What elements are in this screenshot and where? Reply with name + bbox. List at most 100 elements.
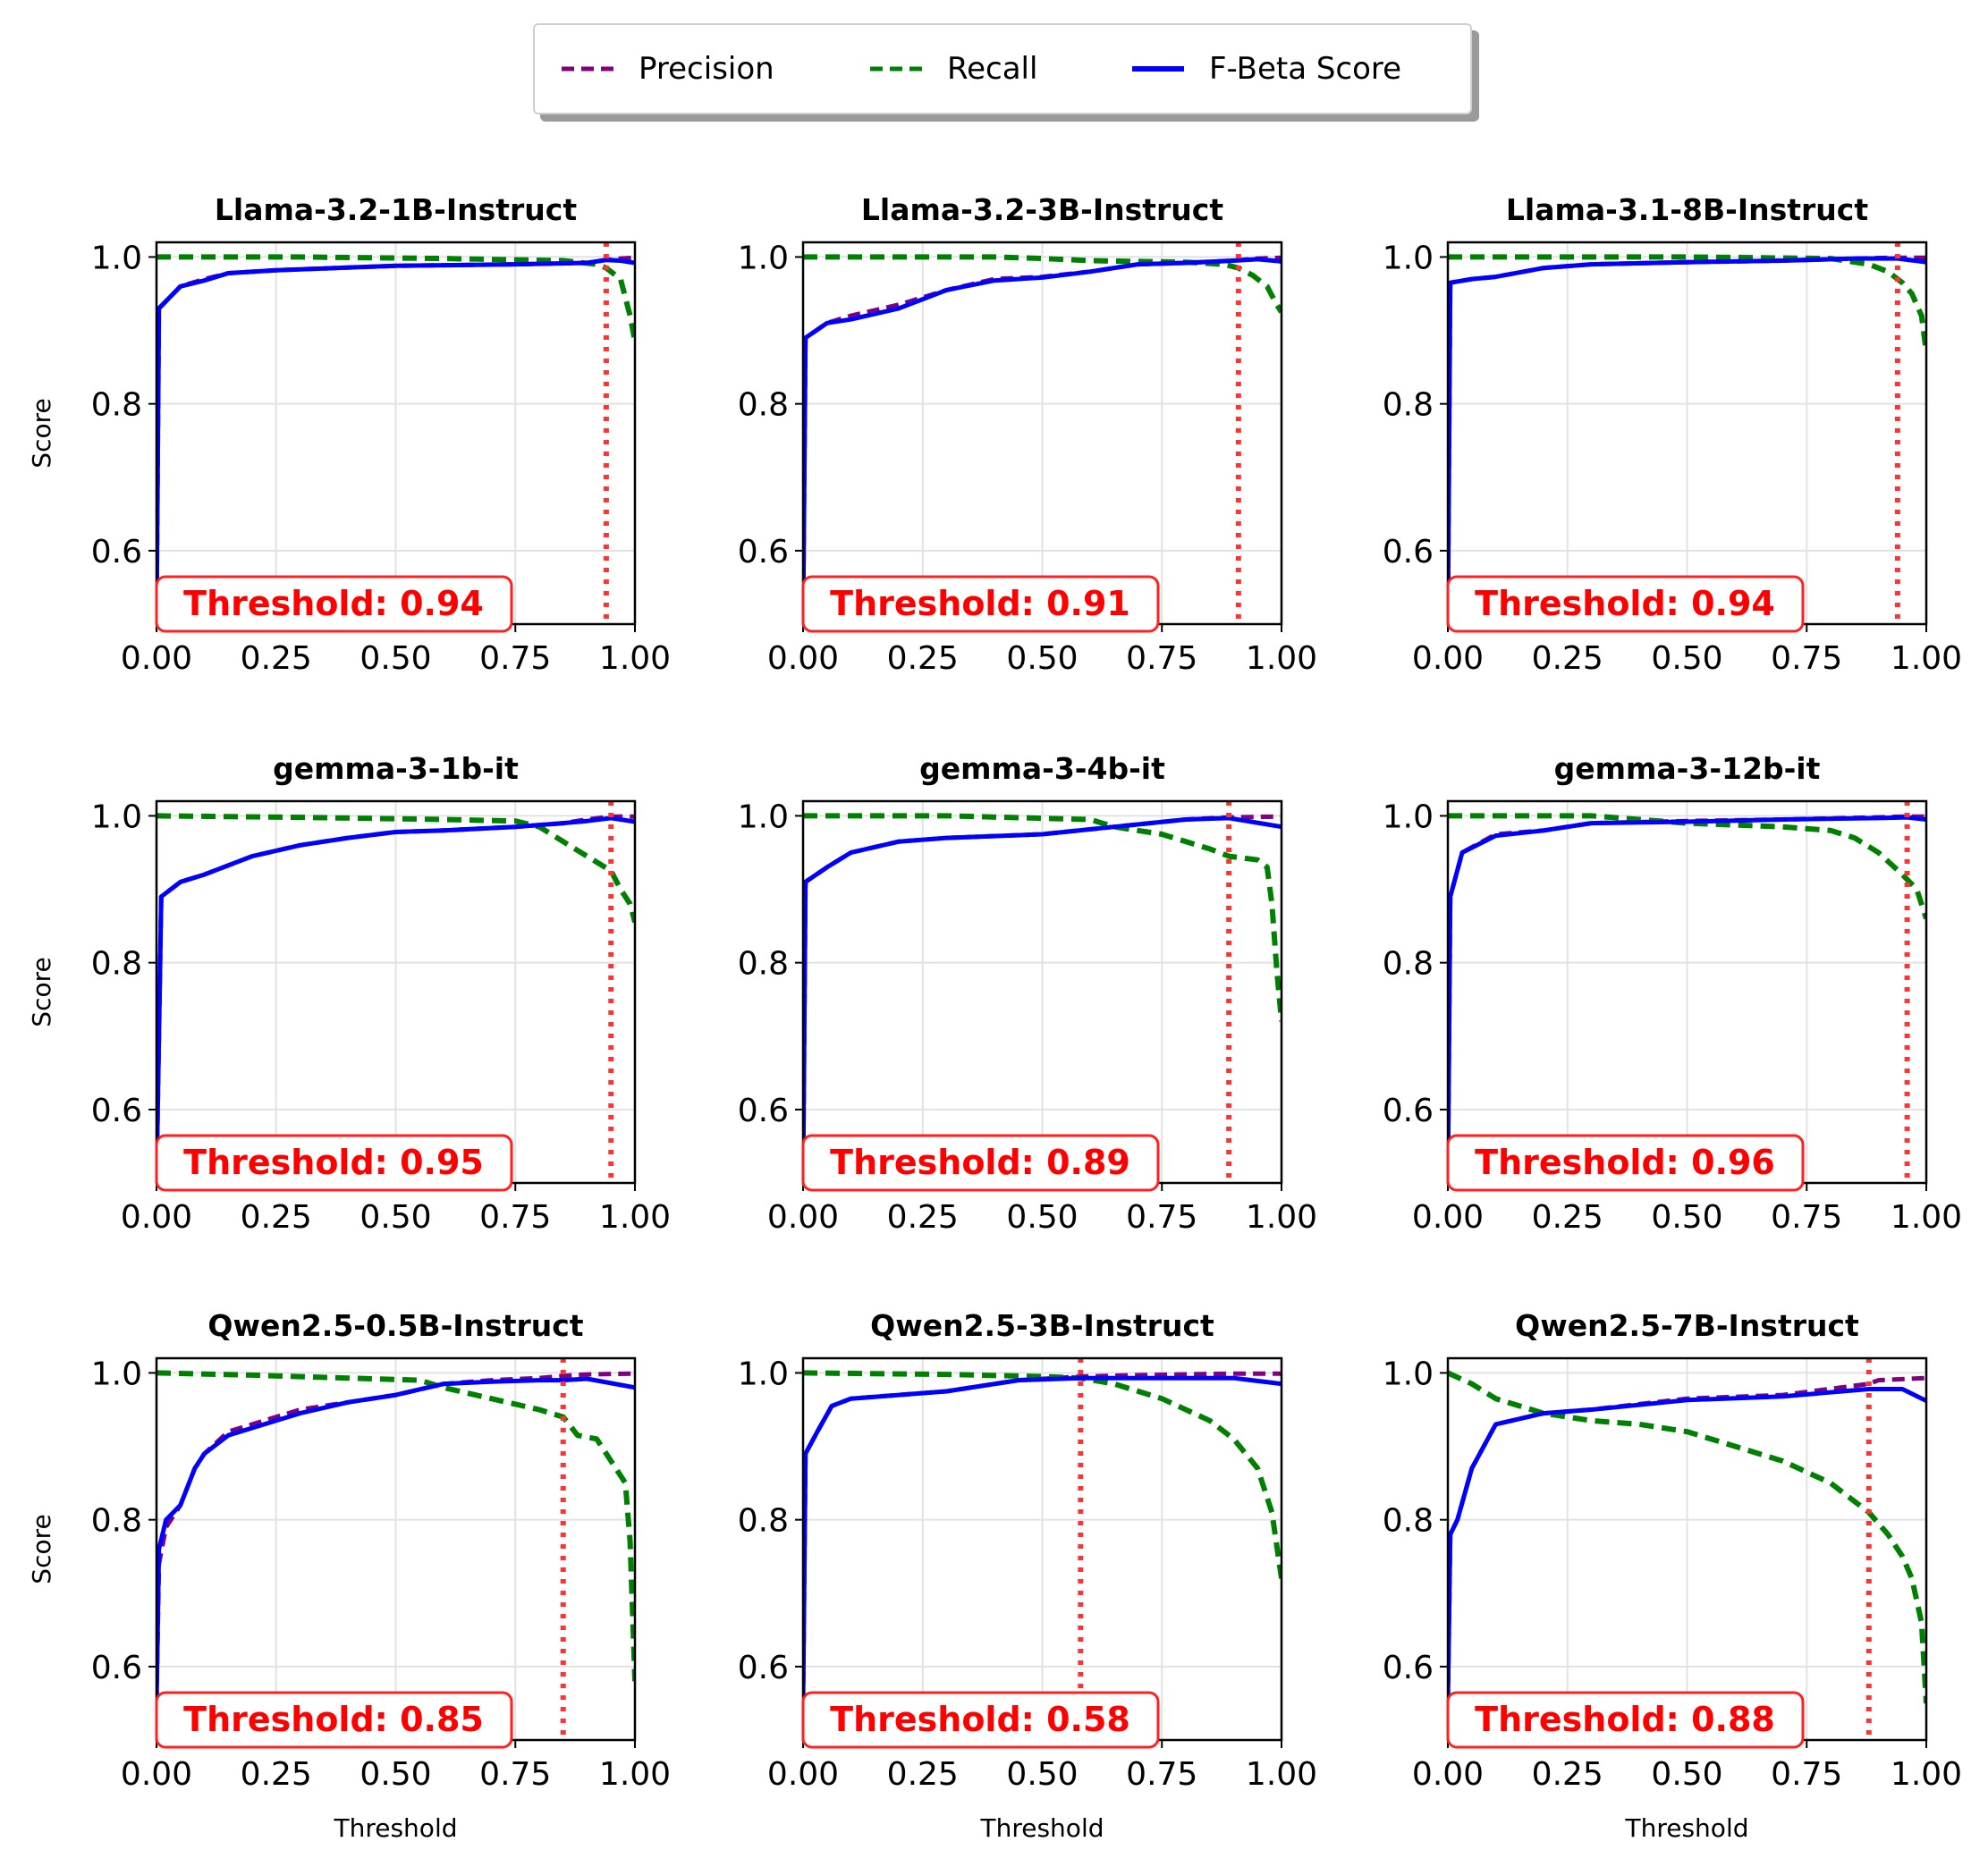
legend-label-precision: Precision — [639, 51, 774, 87]
x-tick-label: 1.00 — [599, 1756, 671, 1793]
y-tick-label: 0.8 — [1383, 946, 1434, 983]
x-tick-label: 0.75 — [1771, 1199, 1842, 1236]
series-line-recall — [1448, 813, 1926, 920]
x-tick-label: 0.75 — [1126, 640, 1197, 677]
x-tick-label: 0.00 — [1412, 1756, 1484, 1793]
x-tick-label: 0.50 — [1006, 640, 1078, 677]
x-tick-label: 0.00 — [121, 1756, 192, 1793]
x-tick-label: 0.00 — [121, 1199, 192, 1236]
x-tick-label: 0.50 — [360, 1756, 431, 1793]
x-tick-label: 0.75 — [1771, 640, 1842, 677]
series-line-precision — [157, 1371, 635, 1703]
y-tick-label: 0.6 — [1383, 1093, 1434, 1129]
y-tick-label: 0.8 — [91, 387, 142, 424]
x-tick-label: 0.00 — [767, 640, 839, 677]
y-tick-label: 0.6 — [91, 1650, 142, 1686]
threshold-label-box — [801, 1134, 1160, 1192]
y-tick-label: 1.0 — [1383, 1356, 1434, 1392]
subplot-title: Qwen2.5-3B-Instruct — [870, 1308, 1214, 1343]
x-tick-label: 1.00 — [1246, 640, 1317, 677]
x-tick-label: 0.75 — [1126, 1199, 1197, 1236]
threshold-label-box — [1446, 575, 1805, 633]
x-tick-label: 0.50 — [1651, 1199, 1722, 1236]
subplot: 0.00 0.25 0.50 0.75 1.00 0.6 0.8 1.0 Llama-3.2-1… — [27, 192, 671, 677]
x-tick-label: 0.00 — [767, 1199, 839, 1236]
legend-label-recall: Recall — [947, 51, 1038, 87]
threshold-label-box — [1446, 1691, 1805, 1749]
series-line-f-beta-score — [803, 1375, 1282, 1703]
x-tick-label: 1.00 — [1891, 1199, 1962, 1236]
y-tick-label: 0.6 — [738, 1093, 789, 1129]
threshold-label-box — [155, 1134, 513, 1192]
series-line-f-beta-score — [157, 1376, 635, 1703]
y-tick-label: 1.0 — [91, 240, 142, 276]
x-tick-label: 0.50 — [360, 1199, 431, 1236]
subplot: 0.00 0.25 0.50 0.75 1.00 0.6 0.8 1.0 gemma-3-4b-… — [738, 751, 1317, 1236]
series-line-recall — [803, 1370, 1282, 1579]
threshold-label-box — [801, 1691, 1160, 1749]
y-axis-label: Score — [27, 398, 56, 468]
threshold-label: Threshold: 0.85 — [183, 1700, 484, 1739]
x-tick-label: 0.25 — [887, 640, 959, 677]
threshold-label: Threshold: 0.88 — [1475, 1700, 1775, 1739]
x-axis-label: Threshold — [1625, 1813, 1749, 1843]
subplot-title: Llama-3.2-3B-Instruct — [861, 192, 1223, 227]
x-axis-label: Threshold — [980, 1813, 1104, 1843]
series-line-recall — [157, 254, 635, 342]
subplot-title: Llama-3.1-8B-Instruct — [1506, 192, 1868, 227]
y-axis-label: Score — [27, 957, 56, 1026]
x-tick-label: 1.00 — [1891, 640, 1962, 677]
subplot-title: Llama-3.2-1B-Instruct — [215, 192, 577, 227]
y-tick-label: 0.8 — [1383, 387, 1434, 424]
threshold-label: Threshold: 0.89 — [830, 1143, 1130, 1182]
threshold-label: Threshold: 0.91 — [830, 584, 1130, 623]
threshold-label: Threshold: 0.94 — [183, 584, 484, 623]
threshold-label-box — [155, 575, 513, 633]
y-tick-label: 0.8 — [738, 946, 789, 983]
threshold-label: Threshold: 0.95 — [183, 1143, 484, 1182]
series-line-f-beta-score — [157, 815, 635, 1183]
x-tick-label: 0.50 — [1006, 1756, 1078, 1793]
threshold-label-box — [1446, 1134, 1805, 1192]
subplot: 0.00 0.25 0.50 0.75 1.00 0.6 0.8 1.0 gemma-3-1b-… — [27, 751, 671, 1236]
legend-line-recall — [870, 66, 922, 72]
series-line-f-beta-score — [1448, 1387, 1926, 1703]
subplot: 0.00 0.25 0.50 0.75 1.00 0.6 0.8 1.0 Qwen2.5-3B-… — [738, 1308, 1317, 1843]
x-tick-label: 0.75 — [479, 640, 551, 677]
y-tick-label: 0.8 — [1383, 1503, 1434, 1540]
x-tick-label: 1.00 — [599, 640, 671, 677]
legend-line-precision — [562, 66, 613, 72]
subplot: 0.00 0.25 0.50 0.75 1.00 0.6 0.8 1.0 Qwen2.5-0.5… — [27, 1308, 671, 1843]
legend-line-fbeta — [1132, 66, 1184, 72]
legend-label-fbeta: F-Beta Score — [1209, 51, 1402, 87]
y-tick-label: 1.0 — [738, 240, 789, 276]
series-line-recall — [803, 813, 1282, 1022]
x-tick-label: 0.25 — [1532, 1756, 1603, 1793]
series-line-f-beta-score — [1448, 815, 1926, 1183]
x-tick-label: 0.75 — [1126, 1756, 1197, 1793]
x-tick-label: 0.75 — [479, 1199, 551, 1236]
x-tick-label: 1.00 — [599, 1199, 671, 1236]
x-tick-label: 0.75 — [1771, 1756, 1842, 1793]
y-tick-label: 1.0 — [1383, 240, 1434, 276]
x-tick-label: 0.50 — [1651, 1756, 1722, 1793]
subplot-title: gemma-3-12b-it — [1554, 751, 1821, 786]
subplot: 0.00 0.25 0.50 0.75 1.00 0.6 0.8 1.0 Llama-3.2-3… — [738, 192, 1317, 677]
x-tick-label: 0.25 — [241, 640, 312, 677]
x-tick-label: 0.25 — [887, 1756, 959, 1793]
x-tick-label: 0.50 — [1651, 640, 1722, 677]
subplot-title: Qwen2.5-0.5B-Instruct — [207, 1308, 583, 1343]
y-tick-label: 1.0 — [738, 1356, 789, 1392]
y-tick-label: 0.6 — [91, 534, 142, 570]
x-tick-label: 0.50 — [1006, 1199, 1078, 1236]
x-tick-label: 0.00 — [121, 640, 192, 677]
series-line-recall — [1448, 1370, 1926, 1704]
x-tick-label: 0.00 — [1412, 1199, 1484, 1236]
threshold-label: Threshold: 0.94 — [1475, 584, 1775, 623]
x-tick-label: 1.00 — [1246, 1199, 1317, 1236]
series-line-recall — [803, 254, 1282, 314]
y-tick-label: 0.6 — [1383, 534, 1434, 570]
threshold-label-box — [801, 575, 1160, 633]
subplot: 0.00 0.25 0.50 0.75 1.00 0.6 0.8 1.0 gemma-3-12b… — [1383, 751, 1962, 1236]
